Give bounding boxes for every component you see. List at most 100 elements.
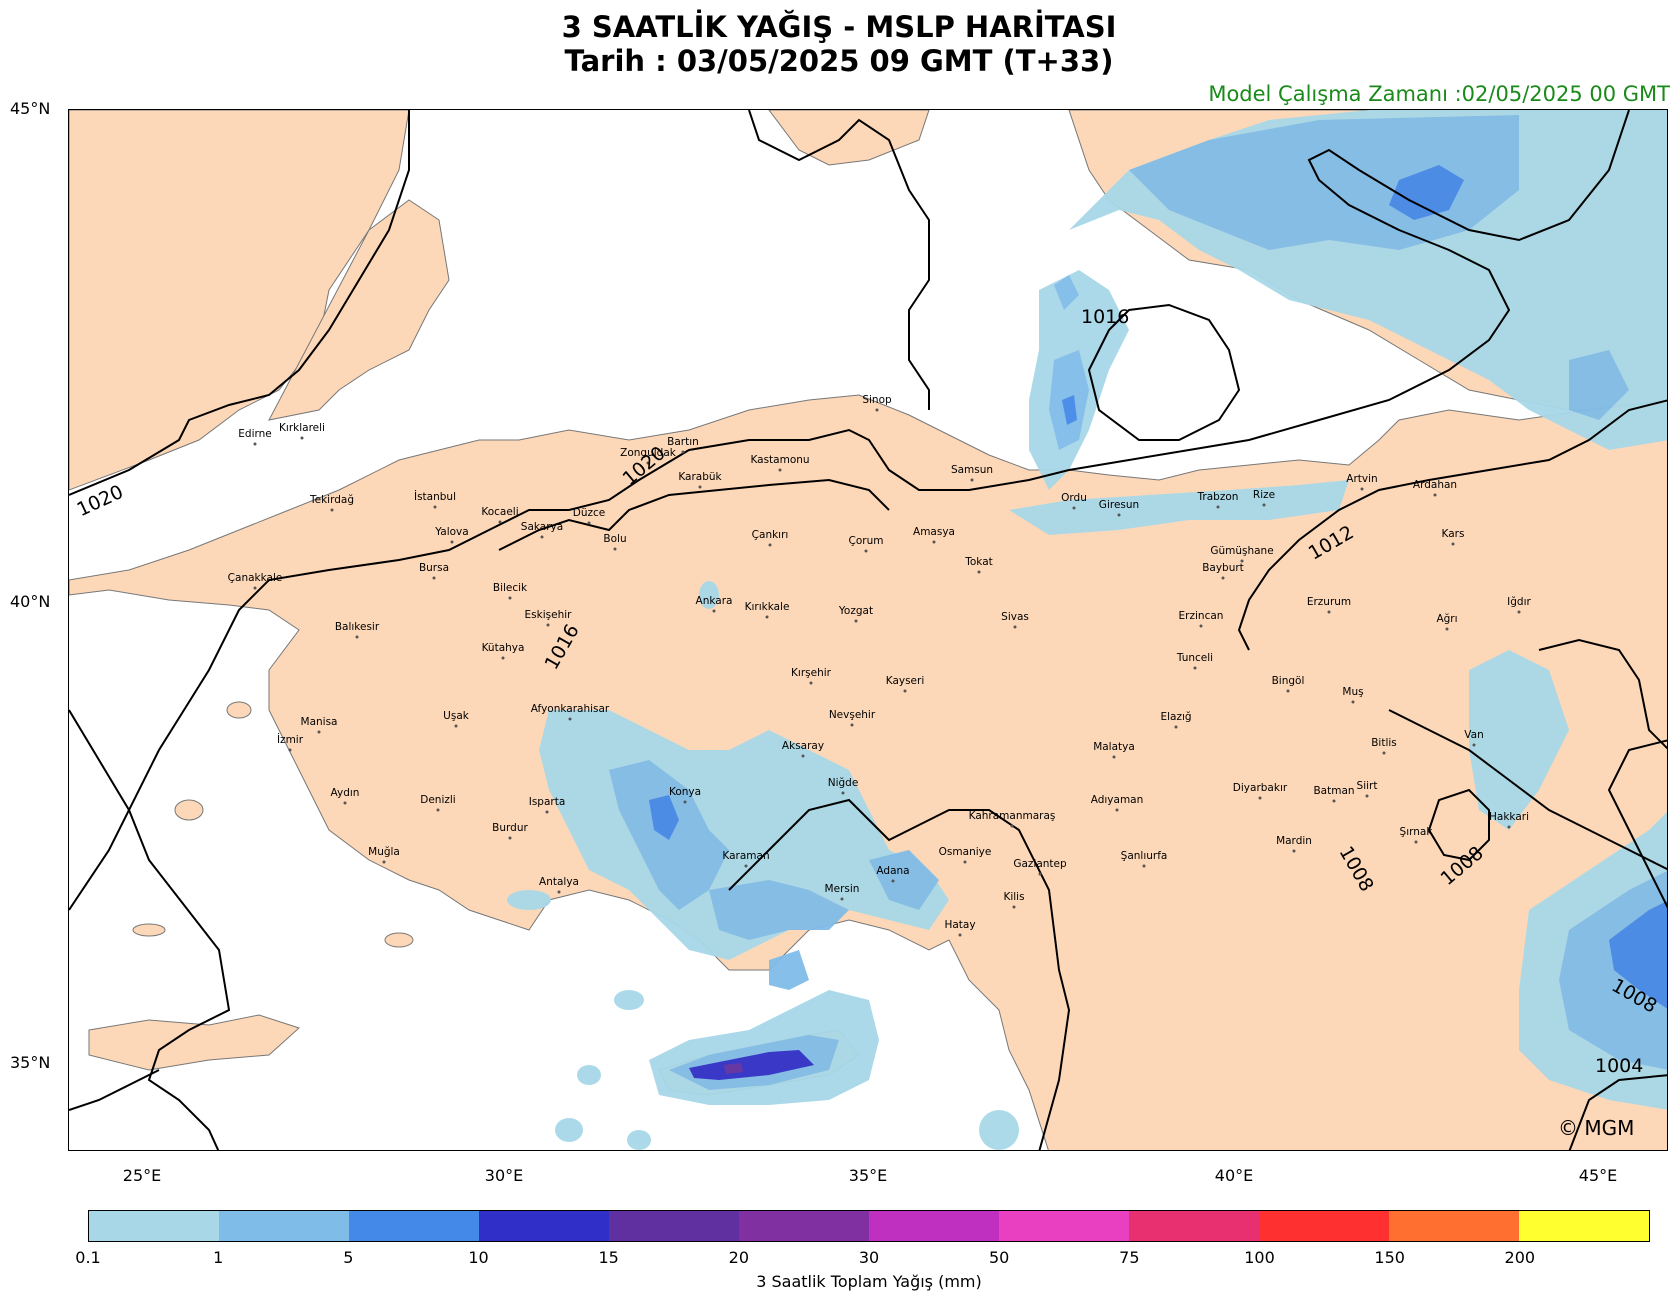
city-marker (903, 689, 907, 693)
map-date-title: Tarih : 03/05/2025 09 GMT (T+33) (564, 44, 1114, 78)
isobar-layer (69, 110, 1667, 1150)
city-label: Adıyaman (1090, 794, 1144, 806)
city-label: Iğdır (1507, 596, 1531, 608)
city-marker (958, 933, 962, 937)
city-marker (1445, 627, 1449, 631)
city-label: Kocaeli (481, 506, 519, 518)
city-label: Batman (1313, 785, 1355, 797)
city-marker (1507, 825, 1511, 829)
city-marker (932, 540, 936, 544)
city-label: İstanbul (413, 491, 457, 503)
colorbar (88, 1210, 1650, 1242)
city-label: Çanakkale (227, 572, 283, 584)
precipitation-layer (507, 110, 1667, 1150)
city-label: Trabzon (1197, 491, 1239, 503)
city-label: Ağrı (1436, 613, 1458, 625)
city-label: Sakarya (520, 521, 564, 533)
city-marker (454, 724, 458, 728)
colorbar-tick-label: 1 (213, 1248, 224, 1267)
city-marker (568, 717, 572, 721)
colorbar-tick-label: 30 (858, 1248, 880, 1267)
city-marker (1365, 794, 1369, 798)
city-marker (317, 730, 321, 734)
city-label: İzmir (276, 734, 304, 746)
city-label: Kastamonu (750, 454, 810, 466)
colorbar-cell (869, 1211, 999, 1241)
copyright-label: © MGM (1558, 1116, 1635, 1140)
city-label: Kars (1441, 528, 1465, 540)
city-label: Çankırı (751, 529, 789, 541)
city-label: Ankara (695, 595, 733, 607)
city-label: Aksaray (781, 740, 825, 752)
colorbar-cell (609, 1211, 739, 1241)
city-label: Samsun (950, 464, 994, 476)
city-marker (1351, 700, 1355, 704)
lat-label-35: 35°N (10, 1053, 51, 1072)
city-marker (545, 810, 549, 814)
city-label: Kırşehir (791, 667, 831, 679)
city-label: Burdur (492, 822, 528, 834)
city-label: Ordu (1061, 492, 1087, 504)
city-marker (712, 609, 716, 613)
lat-label-45: 45°N (10, 99, 51, 118)
colorbar-tick-label: 100 (1244, 1248, 1275, 1267)
city-marker (508, 596, 512, 600)
city-marker (963, 860, 967, 864)
city-label: Bilecik (492, 582, 528, 594)
city-marker (1451, 542, 1455, 546)
city-label: Aydın (330, 787, 360, 799)
colorbar-tick-label: 150 (1374, 1248, 1405, 1267)
city-label: Sinop (862, 394, 892, 406)
city-label: Muğla (368, 846, 400, 858)
colorbar-cell (349, 1211, 479, 1241)
city-marker (801, 754, 805, 758)
city-marker (850, 723, 854, 727)
city-marker (875, 408, 879, 412)
city-marker (540, 535, 544, 539)
city-label: Niğde (827, 777, 859, 789)
city-label: Yozgat (838, 605, 874, 617)
city-marker (1327, 610, 1331, 614)
city-marker (1117, 513, 1121, 517)
lon-label-35: 35°E (848, 1166, 888, 1185)
colorbar-tick-label: 20 (728, 1248, 750, 1267)
city-label: Konya (668, 786, 702, 798)
city-marker (841, 791, 845, 795)
city-marker (546, 623, 550, 627)
city-label: Mardin (1276, 835, 1312, 847)
city-label: Erzurum (1306, 596, 1352, 608)
city-label: Diyarbakır (1232, 782, 1288, 794)
city-marker (1262, 503, 1266, 507)
city-label: Karabük (678, 471, 722, 483)
city-label: Gaziantep (1013, 858, 1067, 870)
lon-label-45: 45°E (1578, 1166, 1618, 1185)
city-label: Kütahya (481, 642, 525, 654)
colorbar-cell (1389, 1211, 1519, 1241)
city-marker (330, 508, 334, 512)
city-marker (1360, 487, 1364, 491)
city-marker (1115, 808, 1119, 812)
city-marker (501, 656, 505, 660)
colorbar-cell (1259, 1211, 1389, 1241)
city-marker (436, 808, 440, 812)
city-marker (1193, 666, 1197, 670)
city-label: Adana (876, 865, 910, 877)
lon-label-25: 25°E (122, 1166, 162, 1185)
city-label: Tunceli (1176, 652, 1214, 664)
city-marker (1472, 743, 1476, 747)
city-label: Antalya (539, 876, 579, 888)
city-marker (768, 543, 772, 547)
city-marker (1038, 872, 1042, 876)
city-marker (288, 748, 292, 752)
city-label: Bayburt (1202, 562, 1244, 574)
city-marker (1010, 824, 1014, 828)
city-marker (587, 521, 591, 525)
city-label: Mersin (824, 883, 860, 895)
city-label: Kırıkkale (744, 601, 790, 613)
city-marker (744, 864, 748, 868)
city-label: Isparta (528, 796, 566, 808)
city-marker (613, 547, 617, 551)
city-marker (1199, 624, 1203, 628)
city-label: Siirt (1356, 780, 1378, 792)
city-label: Eskişehir (524, 609, 572, 621)
